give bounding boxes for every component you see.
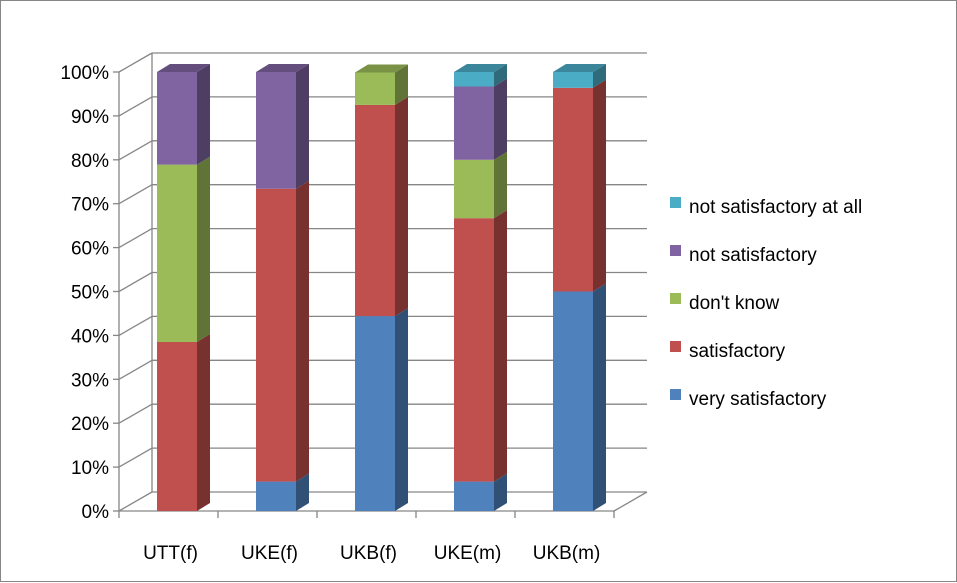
bar-uke-f-satisfactory-side	[296, 180, 309, 482]
y-tick-label: 90%	[71, 107, 109, 128]
bar-utt-f-not-satisfactory-side	[197, 64, 210, 165]
x-tick-label: UKB(m)	[533, 543, 601, 564]
y-tick-label: 10%	[71, 458, 109, 479]
bar-ukb-f-don-t-know-side	[395, 64, 408, 105]
bar-uke-m-don-t-know	[454, 159, 494, 219]
bar-uke-f-satisfactory	[256, 188, 296, 482]
legend-swatch-very-satisfactory	[670, 389, 681, 400]
gridline-side	[118, 96, 153, 117]
bar-ukb-f-don-t-know	[355, 72, 395, 105]
bar-ukb-m-very-satisfactory-side	[593, 283, 606, 511]
gridline-side	[118, 228, 153, 249]
bar-uke-m-not-satisfactory-side	[494, 78, 507, 160]
bar-utt-f-not-satisfactory	[157, 72, 197, 165]
x-tick-label: UKB(f)	[340, 543, 397, 564]
y-tick-label: 30%	[71, 370, 109, 391]
bar-uke-m-not-satisfactory-at-all	[454, 72, 494, 87]
legend-label-very-satisfactory: very satisfactory	[689, 389, 827, 410]
bar-uke-f-very-satisfactory-side	[296, 473, 309, 511]
bar-utt-f-satisfactory-side	[197, 333, 210, 511]
gridline-side	[118, 315, 153, 336]
legend-label-don-t-know: don't know	[689, 293, 780, 314]
legend-label-not-satisfactory-at-all: not satisfactory at all	[689, 197, 862, 218]
y-tick-label: 0%	[82, 502, 110, 523]
y-tick-label: 40%	[71, 326, 109, 347]
bar-ukb-f-very-satisfactory-side	[395, 308, 408, 511]
gridline-side	[118, 140, 153, 161]
bar-uke-m-not-satisfactory	[454, 86, 494, 160]
bar-ukb-m-not-satisfactory-at-all-side	[593, 64, 606, 88]
bar-ukb-f-satisfactory-side	[395, 96, 408, 317]
y-tick-label: 100%	[60, 63, 109, 84]
bar-ukb-f-don-t-know-top	[355, 64, 408, 73]
legend-swatch-don-t-know	[670, 293, 681, 304]
bar-uke-m-very-satisfactory	[454, 481, 494, 511]
bar-ukb-m-not-satisfactory-at-all	[553, 72, 593, 88]
gridline-side	[118, 52, 153, 73]
bar-ukb-f-satisfactory	[355, 104, 395, 317]
x-tick-label: UKE(m)	[434, 543, 502, 564]
bar-utt-f-not-satisfactory-top	[157, 64, 210, 72]
gridline-side	[118, 271, 153, 293]
y-tick-label: 70%	[71, 195, 109, 216]
bar-ukb-m-not-satisfactory-at-all-top	[553, 64, 606, 72]
bar-utt-f-don-t-know	[157, 164, 197, 342]
bar-ukb-m-satisfactory-side	[593, 79, 606, 292]
legend-swatch-not-satisfactory	[670, 245, 681, 256]
y-tick-label: 60%	[71, 239, 109, 260]
y-tick-label: 50%	[71, 283, 109, 304]
bar-uke-f-not-satisfactory-top	[256, 64, 309, 72]
gridline-side	[118, 359, 153, 380]
bar-utt-f-satisfactory	[157, 341, 197, 511]
bar-ukb-m-very-satisfactory	[553, 291, 593, 511]
bar-uke-m-not-satisfactory-at-all-top	[454, 64, 507, 72]
gridline-side	[118, 403, 153, 424]
legend-swatch-not-satisfactory-at-all	[670, 197, 681, 208]
bar-uke-f-very-satisfactory	[256, 481, 296, 511]
gridline-side	[118, 491, 153, 512]
floor-edge	[613, 491, 648, 512]
bar-uke-m-don-t-know-side	[494, 151, 507, 219]
x-tick-label: UTT(f)	[143, 543, 198, 564]
bar-uke-m-not-satisfactory-at-all-side	[494, 64, 507, 87]
bar-uke-m-satisfactory-side	[494, 210, 507, 482]
legend-label-not-satisfactory: not satisfactory	[689, 245, 817, 266]
bar-uke-m-very-satisfactory-side	[494, 473, 507, 511]
bar-utt-f-don-t-know-side	[197, 156, 210, 342]
bar-uke-f-not-satisfactory-side	[296, 64, 309, 189]
y-tick-label: 20%	[71, 414, 109, 435]
legend-label-satisfactory: satisfactory	[689, 341, 786, 362]
legend-swatch-satisfactory	[670, 341, 681, 352]
y-tick-label: 80%	[71, 151, 109, 172]
bar-uke-f-not-satisfactory	[256, 72, 296, 189]
bar-uke-m-satisfactory	[454, 218, 494, 482]
gridline-side	[118, 447, 153, 468]
bar-ukb-m-satisfactory	[553, 87, 593, 292]
x-tick-label: UKE(f)	[241, 543, 298, 564]
gridline-side	[118, 184, 153, 205]
bar-ukb-f-very-satisfactory	[355, 316, 395, 511]
